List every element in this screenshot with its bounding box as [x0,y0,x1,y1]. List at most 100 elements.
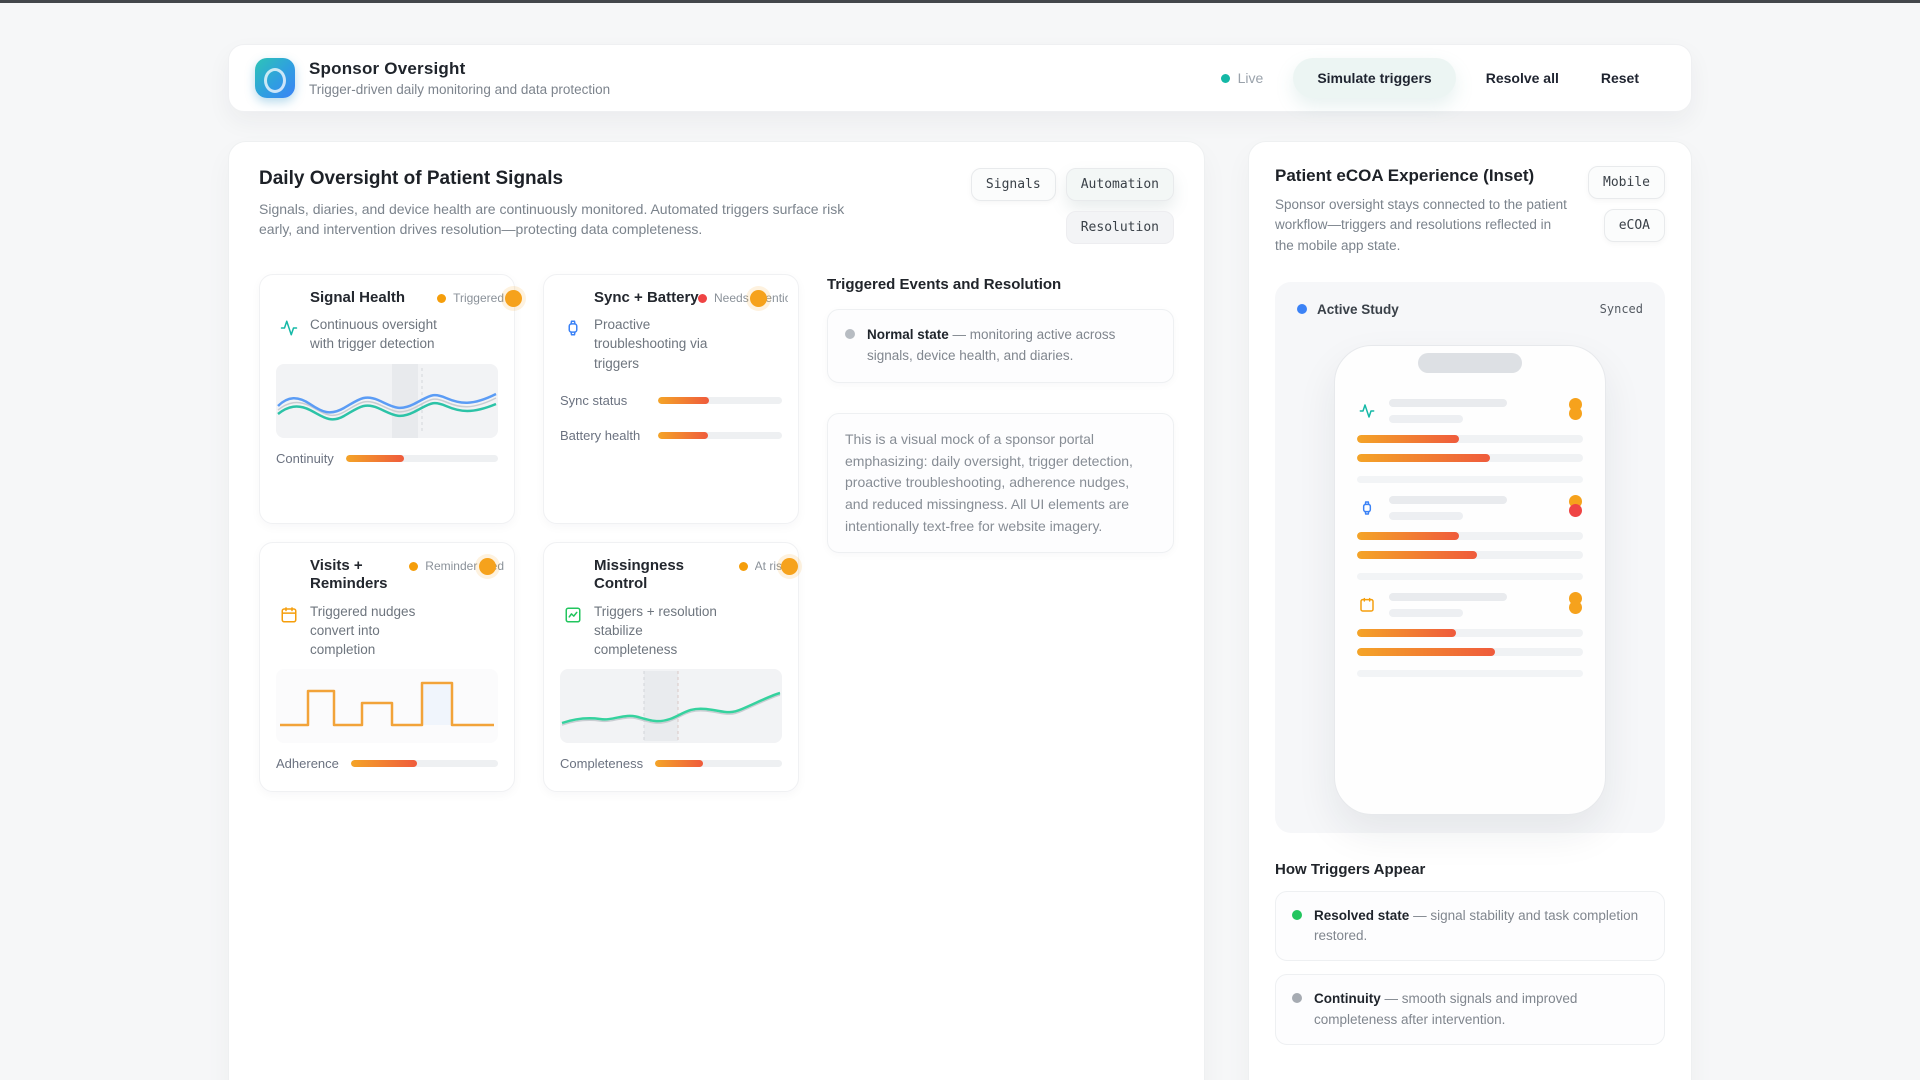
resolved-text: — signal stability and task completion r… [1314,907,1639,943]
card-visits-reminders: Reminder fired Visits + Reminders Trigge… [259,542,515,792]
how-triggers-section: How Triggers Appear Resolved state — sig… [1275,861,1665,1045]
notification-dots [1569,397,1583,424]
metric-label: Adherence [276,756,339,772]
trigger-pulse-dot [750,290,767,307]
badge-dot [437,293,447,303]
skeleton-text [1389,592,1569,617]
notification-dots [1569,494,1583,521]
completeness-progress [655,760,782,768]
continuity-card: Continuity — smooth signals and improved… [1275,974,1665,1045]
visits-badge: Reminder fired [409,558,504,575]
window-top-edge [0,0,1920,3]
skeleton-divider [1357,572,1583,580]
chip-mobile[interactable]: Mobile [1588,166,1665,199]
card-description: Triggers + resolution stabilize complete… [594,603,717,657]
continuity-text: — smooth signals and improved completene… [1314,991,1578,1027]
app-logo [255,58,295,98]
missingness-badge: At risk [738,558,798,575]
chart-icon [560,602,586,628]
phone-section-device [1357,494,1583,580]
state-dot [845,329,855,339]
visits-step-sparkline [276,669,498,744]
resolved-state-card: Resolved state — signal stability and ta… [1275,890,1665,962]
header-bar: Sponsor Oversight Trigger-driven daily m… [228,44,1692,112]
state-text: — monitoring active across signals, devi… [867,327,1116,363]
card-description: Continuous oversight with trigger detect… [310,317,437,352]
skeleton-text [1389,495,1569,520]
app-subtitle: Trigger-driven daily monitoring and data… [309,82,611,97]
oversight-title: Daily Oversight of Patient Signals [259,168,564,189]
active-study-label: Active Study [1317,301,1399,317]
card-title: Visits + Reminders [310,557,388,593]
phone-progress [1357,453,1583,462]
active-study-dot [1297,304,1307,315]
trigger-pulse-dot [505,290,523,307]
trigger-pulse-dot [479,558,497,575]
ecoa-description: Sponsor oversight stays connected to the… [1275,197,1567,253]
chip-automation[interactable]: Automation [1065,168,1174,201]
calendar-icon [1357,595,1377,615]
badge-label: At risk [754,559,788,573]
metric-label: Completeness [560,756,644,772]
live-status: Live [1220,70,1264,86]
watch-icon [560,315,586,341]
skeleton-divider [1357,475,1583,483]
ecoa-title: Patient eCOA Experience (Inset) [1275,166,1535,185]
card-signal-health: Triggered Signal Health Continuous overs… [259,274,523,524]
synced-status: Synced [1599,302,1643,317]
phone-section-signals [1357,397,1583,483]
ecoa-panel: Patient eCOA Experience (Inset) Sponsor … [1248,141,1692,1080]
card-title: Missingness Control [594,557,685,593]
oversight-chips: Signals Automation Resolution [942,168,1174,244]
badge-dot [738,561,748,571]
chip-resolution[interactable]: Resolution [1065,211,1174,244]
activity-icon [1357,401,1377,421]
events-title: Triggered Events and Resolution [827,276,1062,293]
signal-health-sparkline [276,363,498,438]
watch-icon [1357,498,1377,518]
chip-signals[interactable]: Signals [970,168,1056,201]
battery-health-progress [658,431,782,439]
skeleton-divider [1357,669,1583,677]
ecoa-chips: Mobile eCOA [1569,166,1665,242]
simulate-triggers-button[interactable]: Simulate triggers [1293,58,1456,98]
phone-mockup [1334,344,1606,815]
card-description: Triggered nudges convert into completion [310,603,416,657]
continuity-label: Continuity [1314,991,1381,1007]
badge-dot [698,293,707,303]
live-label: Live [1237,70,1264,86]
sync-status-progress [658,396,782,404]
phone-progress [1357,647,1583,656]
triggered-events-section: Triggered Events and Resolution Normal s… [827,274,1174,792]
phone-progress [1357,434,1583,443]
resolved-dot [1292,909,1302,920]
state-label: Normal state [867,327,949,342]
reset-button[interactable]: Reset [1585,58,1655,98]
app-title: Sponsor Oversight [309,59,466,78]
card-description: Proactive troubleshooting via triggers [594,317,708,371]
metric-label: Sync status [560,392,628,408]
metric-label: Battery health [560,427,641,443]
mock-note-card: This is a visual mock of a sponsor porta… [827,412,1174,554]
notification-dots [1569,591,1583,618]
continuity-dot [1292,993,1302,1004]
sync-battery-badge: Needs attention [698,290,788,307]
oversight-description: Signals, diaries, and device health are … [259,201,845,238]
phone-progress [1357,531,1583,540]
resolve-all-button[interactable]: Resolve all [1470,58,1575,98]
badge-label: Triggered [453,291,504,305]
card-missingness-control: At risk Missingness Control Triggers + r… [543,542,799,792]
chip-ecoa[interactable]: eCOA [1603,209,1665,242]
trigger-pulse-dot [780,558,798,575]
event-state-card: Normal state — monitoring active across … [827,309,1174,383]
continuity-progress [345,454,498,462]
resolved-label: Resolved state [1314,907,1410,923]
activity-icon [276,315,302,341]
phone-section-diary [1357,591,1583,677]
oversight-panel: Daily Oversight of Patient Signals Signa… [228,141,1205,1080]
live-indicator-dot [1220,73,1230,83]
calendar-icon [276,602,302,628]
how-triggers-title: How Triggers Appear [1275,860,1426,878]
mock-note-text: This is a visual mock of a sponsor porta… [845,430,1133,534]
